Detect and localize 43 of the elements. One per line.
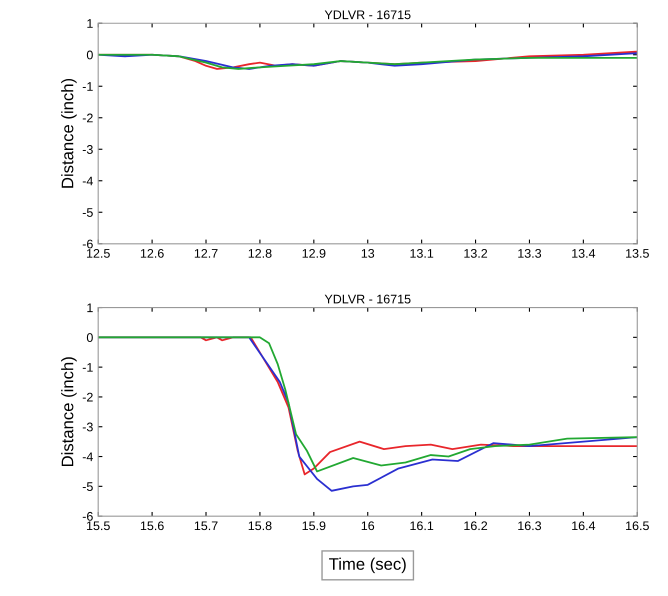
y-tick-label: 1 bbox=[87, 303, 93, 312]
y-tick-label: -4 bbox=[82, 176, 93, 186]
y-tick-label: -5 bbox=[82, 482, 93, 491]
x-tick-label: 16.3 bbox=[518, 521, 542, 530]
y-tick-label: -2 bbox=[82, 114, 93, 122]
y-tick-label: -2 bbox=[82, 392, 93, 402]
x-tick-label: 15.9 bbox=[302, 521, 326, 530]
x-tick-label: 15.6 bbox=[140, 521, 164, 530]
x-tick-label: 13.1 bbox=[410, 248, 434, 258]
chart-title: YDLVR - 16715 bbox=[324, 10, 411, 20]
y-tick-label: -1 bbox=[82, 363, 93, 372]
x-tick-label: 13.5 bbox=[626, 248, 649, 258]
y-tick-label: 0 bbox=[86, 333, 93, 342]
y-axis-title: Distance (inch) bbox=[61, 78, 77, 188]
x-tick-label: 13.4 bbox=[572, 248, 596, 258]
y-tick-label: -3 bbox=[82, 145, 93, 154]
x-axis-title: Time (sec) bbox=[329, 558, 406, 574]
y-axis-title: Distance (inch) bbox=[61, 357, 77, 466]
x-tick-label: 12.9 bbox=[302, 248, 326, 258]
y-tick-label: -4 bbox=[82, 452, 93, 462]
x-tick-label: 15.5 bbox=[86, 521, 110, 530]
y-tick-label: -6 bbox=[82, 240, 93, 248]
x-tick-label: 16.5 bbox=[626, 521, 649, 530]
y-tick-label: -5 bbox=[82, 208, 93, 217]
y-tick-label: -3 bbox=[82, 422, 93, 432]
x-tick-label: 16 bbox=[362, 521, 374, 530]
y-tick-label: -6 bbox=[82, 512, 93, 521]
x-tick-label: 16.2 bbox=[464, 521, 488, 530]
x-tick-label: 16.4 bbox=[572, 521, 596, 530]
x-tick-label: 13.3 bbox=[518, 248, 542, 258]
y-tick-label: 0 bbox=[86, 50, 93, 60]
x-tick-label: 12.6 bbox=[140, 248, 164, 258]
chart-title: YDLVR - 16715 bbox=[324, 294, 411, 304]
x-tick-label: 13.2 bbox=[464, 248, 488, 258]
x-tick-label: 12.5 bbox=[86, 248, 110, 258]
x-tick-label: 12.8 bbox=[248, 248, 272, 258]
x-tick-label: 15.7 bbox=[194, 521, 218, 530]
x-tick-label: 15.8 bbox=[248, 521, 272, 530]
y-tick-label: -1 bbox=[82, 82, 93, 91]
x-tick-label: 12.7 bbox=[194, 248, 218, 258]
y-tick-label: 1 bbox=[87, 19, 93, 28]
x-tick-label: 16.1 bbox=[410, 521, 434, 530]
x-tick-label: 13 bbox=[362, 248, 374, 258]
